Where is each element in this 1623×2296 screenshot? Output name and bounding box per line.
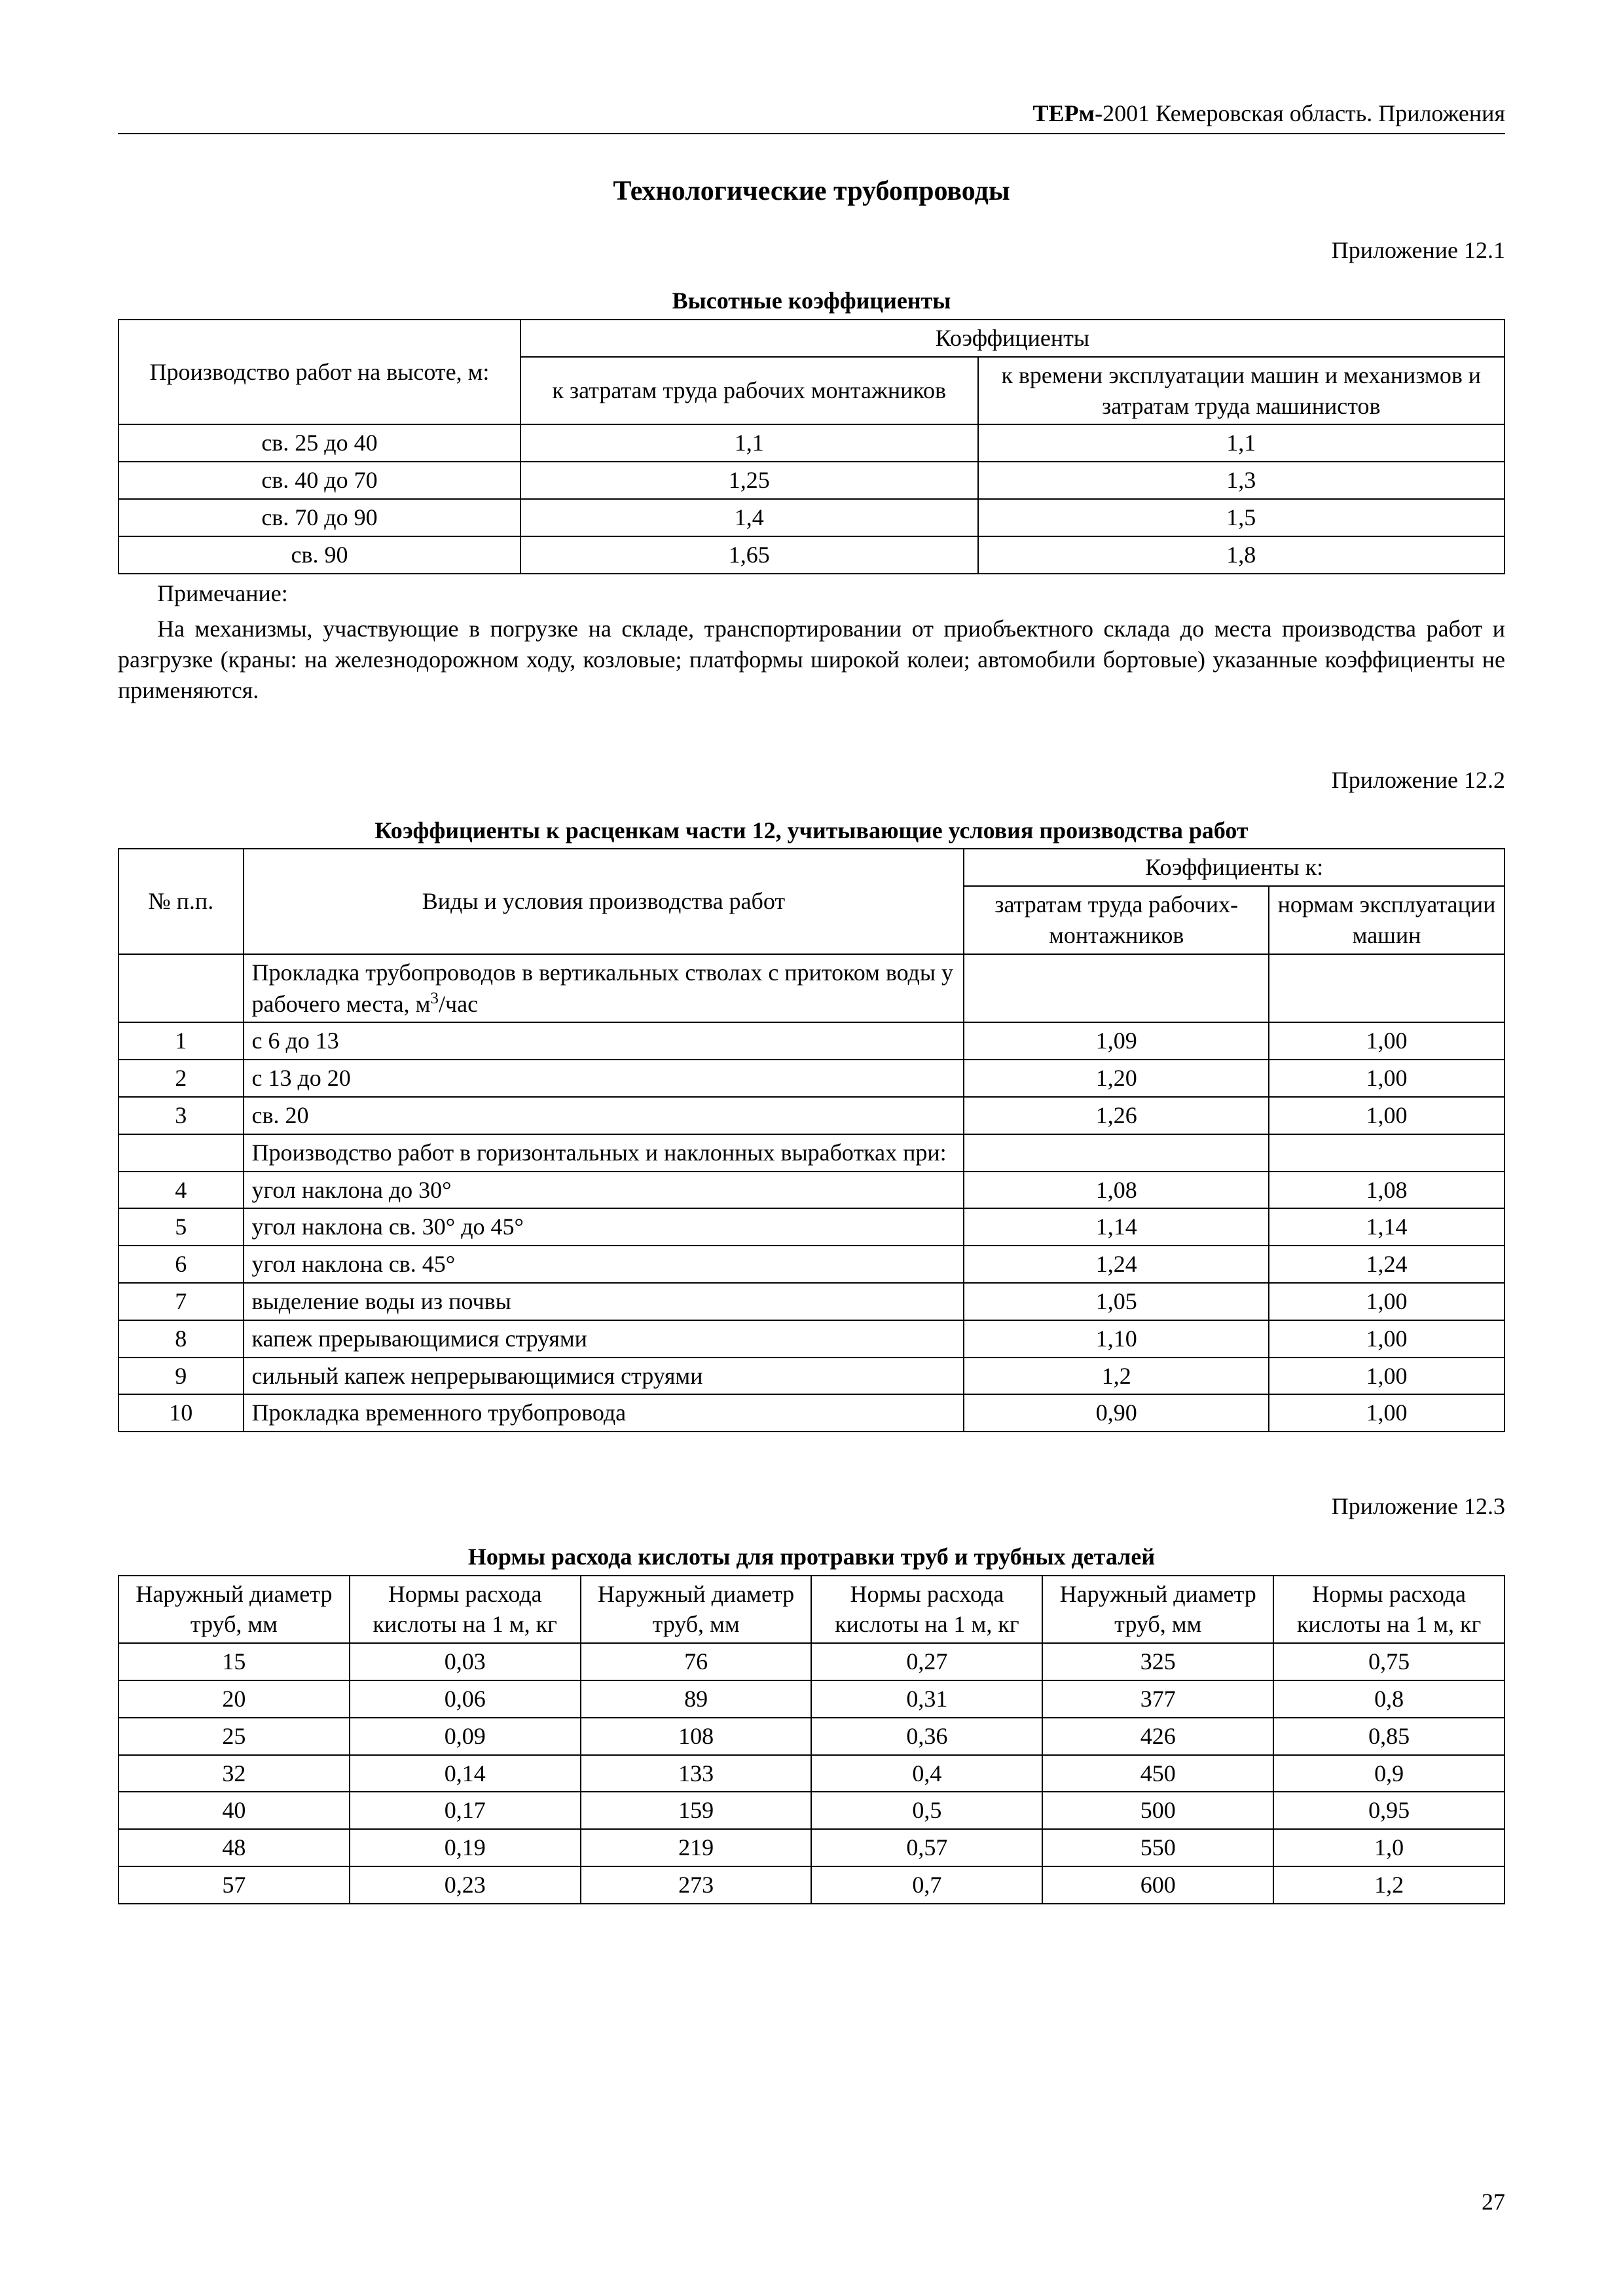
appendix-1-label: Приложение 12.1 xyxy=(118,235,1505,266)
table2-header-group: Коэффициенты к: xyxy=(964,849,1504,886)
appendix-3-label: Приложение 12.3 xyxy=(118,1491,1505,1522)
table2-group1-label: Прокладка трубопроводов в вертикальных с… xyxy=(244,954,964,1023)
table-row: 5угол наклона св. 30° до 45°1,141,14 xyxy=(119,1208,1504,1246)
table-row: св. 25 до 40 1,1 1,1 xyxy=(119,424,1504,462)
table-row: 3св. 201,261,00 xyxy=(119,1097,1504,1134)
table-row: 150,03760,273250,75 xyxy=(119,1643,1504,1680)
header-prefix: ТЕРм xyxy=(1033,100,1095,126)
table-row: 7выделение воды из почвы1,051,00 xyxy=(119,1283,1504,1320)
table-row: 400,171590,55000,95 xyxy=(119,1792,1504,1829)
table3-h1: Нормы расхода кислоты на 1 м, кг xyxy=(350,1576,581,1644)
table1-header-c3: к времени эксплуатации машин и механизмо… xyxy=(978,357,1504,425)
table2-header-c3: затратам труда рабочих-монтажников xyxy=(964,886,1269,954)
table1-caption: Высотные коэффициенты xyxy=(118,286,1505,316)
table-row: св. 70 до 90 1,4 1,5 xyxy=(119,499,1504,536)
table-row: 6угол наклона св. 45°1,241,24 xyxy=(119,1246,1504,1283)
table-row: Прокладка трубопроводов в вертикальных с… xyxy=(119,954,1504,1023)
table-row: Производство работ в горизонтальных и на… xyxy=(119,1134,1504,1172)
page-number: 27 xyxy=(1482,2187,1505,2217)
table-row: 320,141330,44500,9 xyxy=(119,1755,1504,1792)
appendix-2-label: Приложение 12.2 xyxy=(118,765,1505,796)
header-rest: -2001 Кемеровская область. Приложения xyxy=(1095,100,1505,126)
table-row: св. 40 до 70 1,25 1,3 xyxy=(119,462,1504,499)
table-row: 4угол наклона до 30°1,081,08 xyxy=(119,1172,1504,1209)
table3-h4: Наружный диаметр труб, мм xyxy=(1042,1576,1273,1644)
table3-h3: Нормы расхода кислоты на 1 м, кг xyxy=(811,1576,1042,1644)
table2-header-cond: Виды и условия производства работ xyxy=(244,849,964,954)
table2-header-num: № п.п. xyxy=(119,849,244,954)
table-row: 8капеж прерывающимися струями1,101,00 xyxy=(119,1320,1504,1358)
table1-header-c2: к затратам труда рабочих монтажников xyxy=(520,357,978,425)
table-row: 570,232730,76001,2 xyxy=(119,1866,1504,1904)
running-header: ТЕРм-2001 Кемеровская область. Приложени… xyxy=(118,98,1505,134)
table3-caption: Нормы расхода кислоты для протравки труб… xyxy=(118,1542,1505,1572)
table-row: 2с 13 до 201,201,00 xyxy=(119,1060,1504,1097)
table-row: 480,192190,575501,0 xyxy=(119,1829,1504,1866)
table2-caption: Коэффициенты к расценкам части 12, учиты… xyxy=(118,815,1505,846)
table1-note-label: Примечание: xyxy=(118,578,1505,609)
table2: № п.п. Виды и условия производства работ… xyxy=(118,848,1505,1432)
table3-h2: Наружный диаметр труб, мм xyxy=(581,1576,812,1644)
table1-header-group: Коэффициенты xyxy=(520,320,1504,357)
table1-header-left: Производство работ на высоте, м: xyxy=(119,320,520,424)
table-row: 200,06890,313770,8 xyxy=(119,1680,1504,1718)
table-row: св. 90 1,65 1,8 xyxy=(119,536,1504,574)
table-row: 10Прокладка временного трубопровода0,901… xyxy=(119,1394,1504,1432)
page-title: Технологические трубопроводы xyxy=(118,174,1505,210)
table-row: 1с 6 до 131,091,00 xyxy=(119,1022,1504,1060)
table3-h0: Наружный диаметр труб, мм xyxy=(119,1576,350,1644)
table-row: 9сильный капеж непрерывающимися струями1… xyxy=(119,1358,1504,1395)
table1: Производство работ на высоте, м: Коэффиц… xyxy=(118,319,1505,574)
table3-h5: Нормы расхода кислоты на 1 м, кг xyxy=(1273,1576,1504,1644)
table2-header-c4: нормам эксплуатации машин xyxy=(1269,886,1504,954)
table1-note-text: На механизмы, участвующие в погрузке на … xyxy=(118,614,1505,705)
table3: Наружный диаметр труб, мм Нормы расхода … xyxy=(118,1575,1505,1904)
table-row: 250,091080,364260,85 xyxy=(119,1718,1504,1755)
